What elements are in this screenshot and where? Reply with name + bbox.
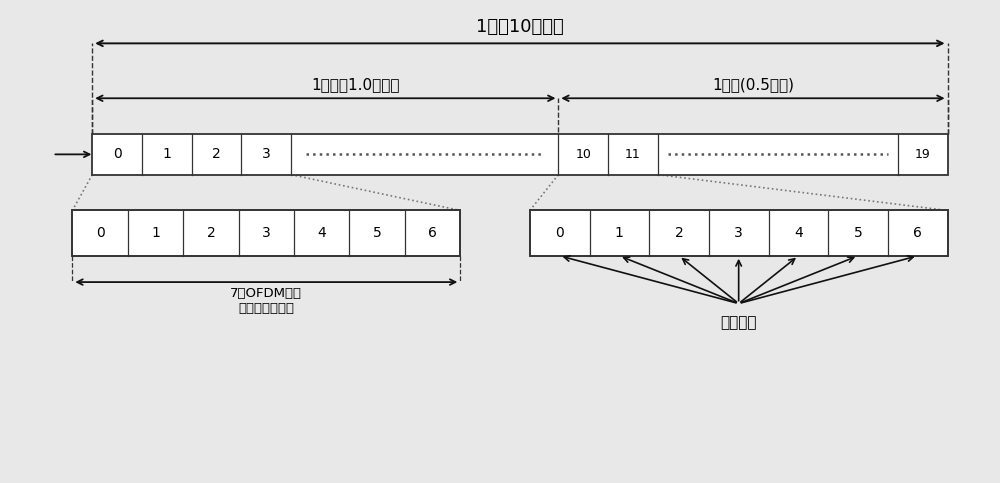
Text: 6: 6 [428,226,437,240]
Text: 1: 1 [162,147,171,161]
Text: 1: 1 [151,226,160,240]
Text: 0: 0 [96,226,104,240]
Text: 1时隙(0.5毫秒): 1时隙(0.5毫秒) [712,78,794,93]
Text: 7个OFDM符号
（短循环前缀）: 7个OFDM符号 （短循环前缀） [230,287,302,315]
Text: 2: 2 [212,147,221,161]
Text: 1: 1 [615,226,624,240]
Text: 4: 4 [794,226,803,240]
Text: 5: 5 [373,226,381,240]
Text: 19: 19 [915,148,931,161]
Text: 11: 11 [625,148,641,161]
Text: 5: 5 [854,226,862,240]
Text: 3: 3 [262,226,271,240]
Text: 4: 4 [317,226,326,240]
Bar [530,211,948,256]
Text: 1帧（10毫秒）: 1帧（10毫秒） [476,18,564,36]
Bar [92,134,948,175]
Text: 0: 0 [113,147,122,161]
Text: 0: 0 [555,226,564,240]
Text: 2: 2 [207,226,215,240]
Text: 10: 10 [575,148,591,161]
Text: 2: 2 [675,226,683,240]
Bar [72,211,460,256]
Text: 1子帧（1.0毫秒）: 1子帧（1.0毫秒） [311,78,399,93]
Text: 3: 3 [262,147,271,161]
Text: 3: 3 [734,226,743,240]
Text: 循环前缀: 循环前缀 [720,315,757,330]
Text: 6: 6 [913,226,922,240]
